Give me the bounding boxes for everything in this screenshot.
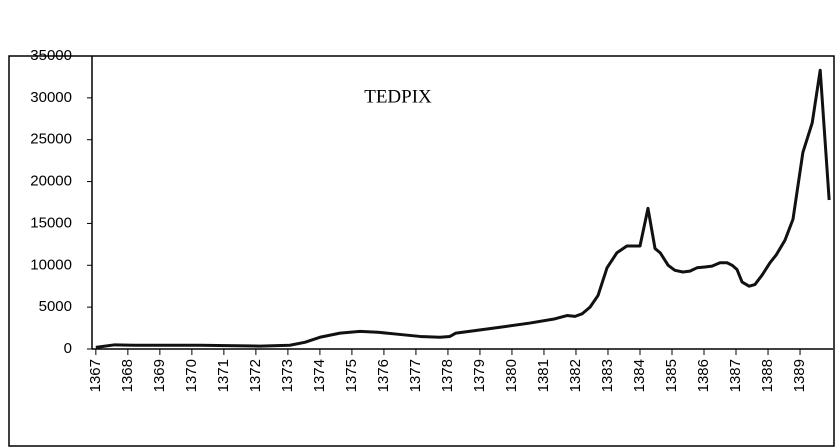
x-tick-label: 1373 <box>279 359 296 392</box>
chart-frame <box>8 55 835 447</box>
y-tick-label: 25000 <box>30 131 72 148</box>
x-tick-label: 1374 <box>311 359 328 392</box>
x-tick-label: 1367 <box>87 359 104 392</box>
y-tick-label: 35000 <box>30 47 72 64</box>
y-tick-label: 30000 <box>30 89 72 106</box>
x-tick-label: 1380 <box>503 359 520 392</box>
x-tick-label: 1385 <box>663 359 680 392</box>
x-tick-label: 1381 <box>535 359 552 392</box>
x-tick-label: 1378 <box>439 359 456 392</box>
x-tick-label: 1370 <box>183 359 200 392</box>
x-tick-label: 1371 <box>215 359 232 392</box>
x-tick-label: 1386 <box>695 359 712 392</box>
x-tick-label: 1377 <box>407 359 424 392</box>
y-tick-label: 0 <box>64 340 72 357</box>
x-tick-label: 1379 <box>471 359 488 392</box>
x-tick-label: 1388 <box>759 359 776 392</box>
x-tick-label: 1383 <box>599 359 616 392</box>
x-tick-label: 1375 <box>343 359 360 392</box>
x-tick-label: 1372 <box>247 359 264 392</box>
x-tick-label: 1369 <box>151 359 168 392</box>
x-tick-label: 1389 <box>791 359 808 392</box>
y-tick-label: 10000 <box>30 256 72 273</box>
y-tick-label: 20000 <box>30 173 72 190</box>
x-tick-label: 1382 <box>567 359 584 392</box>
y-tick-label: 15000 <box>30 214 72 231</box>
chart-title: TEDPIX <box>364 86 432 107</box>
y-tick-label: 5000 <box>39 298 72 315</box>
x-tick-label: 1376 <box>375 359 392 392</box>
x-tick-label: 1384 <box>631 359 648 392</box>
x-tick-label: 1387 <box>727 359 744 392</box>
data-line <box>95 68 831 349</box>
x-tick-label: 1368 <box>119 359 136 392</box>
